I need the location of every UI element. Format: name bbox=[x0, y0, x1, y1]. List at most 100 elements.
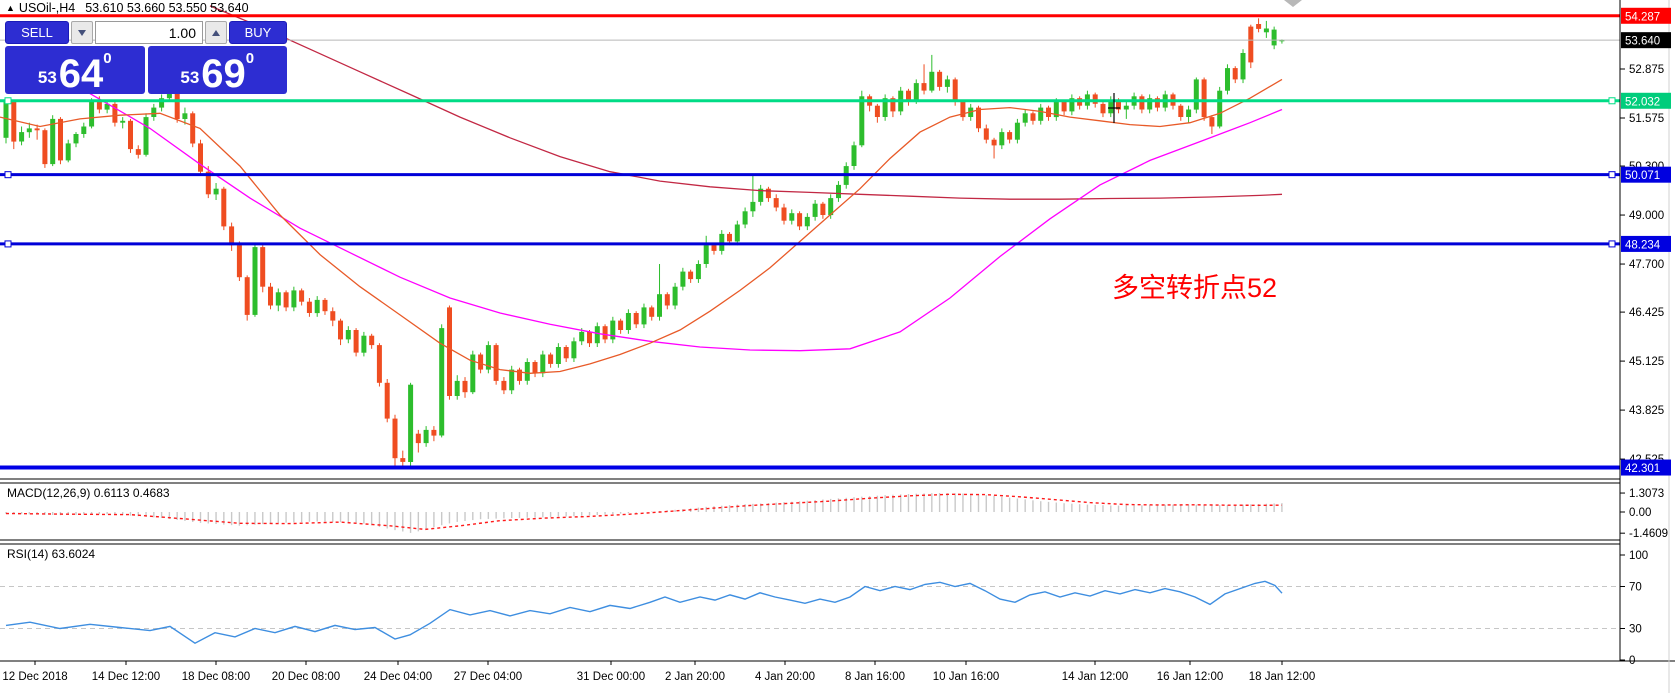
candle bbox=[649, 307, 655, 317]
price-badge bbox=[1621, 459, 1671, 476]
time-axis-label: 18 Dec 08:00 bbox=[182, 671, 250, 683]
candle bbox=[1147, 98, 1153, 110]
candle bbox=[890, 98, 896, 112]
volume-increase-button[interactable] bbox=[205, 21, 227, 44]
candle bbox=[166, 90, 172, 99]
candle bbox=[182, 113, 188, 119]
hline-drag-handle[interactable] bbox=[1608, 240, 1616, 248]
chevron-up-icon bbox=[212, 29, 220, 36]
candle bbox=[804, 216, 810, 227]
hline-drag-handle[interactable] bbox=[1608, 97, 1616, 105]
candle bbox=[19, 132, 25, 142]
candle bbox=[695, 264, 701, 280]
candle bbox=[236, 245, 242, 278]
candle bbox=[353, 330, 359, 353]
candle bbox=[415, 433, 421, 444]
hline-drag-handle[interactable] bbox=[4, 97, 12, 105]
candle bbox=[703, 245, 709, 264]
candle bbox=[1263, 28, 1269, 33]
buy-price-panel[interactable]: 53 69 0 bbox=[147, 46, 287, 94]
candle bbox=[1201, 79, 1207, 118]
price-axis-label: 46.425 bbox=[1629, 307, 1664, 319]
hline-drag-handle[interactable] bbox=[1608, 171, 1616, 179]
candle bbox=[913, 83, 919, 101]
candle bbox=[392, 418, 398, 459]
buy-button[interactable]: BUY bbox=[229, 21, 287, 44]
candle bbox=[369, 335, 375, 346]
candle bbox=[1271, 29, 1277, 46]
ma-slow-line bbox=[209, 5, 1283, 200]
candle bbox=[1116, 100, 1121, 110]
candle bbox=[42, 130, 48, 165]
candle bbox=[485, 345, 491, 370]
candle bbox=[765, 188, 771, 199]
candle bbox=[1240, 53, 1246, 80]
sell-price-sup: 0 bbox=[103, 50, 112, 67]
candle bbox=[579, 331, 585, 342]
price-badge bbox=[1621, 32, 1671, 49]
candle bbox=[820, 203, 826, 215]
candle bbox=[680, 271, 686, 287]
symbol-marker-icon: ▲ bbox=[6, 3, 15, 13]
one-click-trade-widget: SELL BUY 53 64 0 53 69 0 bbox=[5, 21, 287, 94]
price-axis-label: 47.700 bbox=[1629, 259, 1664, 271]
candle bbox=[976, 107, 981, 129]
price-badge-label: 54.287 bbox=[1625, 11, 1660, 23]
candle bbox=[983, 128, 989, 140]
rsi-axis-label: 30 bbox=[1629, 624, 1642, 636]
candle bbox=[937, 71, 943, 87]
candle bbox=[773, 198, 779, 208]
time-axis-label: 10 Jan 16:00 bbox=[933, 671, 1000, 683]
time-axis-label: 14 Jan 12:00 bbox=[1062, 671, 1129, 683]
time-axis-label: 31 Dec 00:00 bbox=[577, 671, 645, 683]
candle bbox=[750, 201, 756, 212]
candle bbox=[120, 120, 126, 123]
candle bbox=[906, 90, 911, 101]
candle bbox=[618, 320, 624, 330]
candle bbox=[960, 102, 966, 118]
candle bbox=[571, 341, 577, 359]
hline-drag-handle[interactable] bbox=[4, 171, 12, 179]
candle bbox=[275, 292, 281, 306]
candle bbox=[439, 328, 445, 436]
price-axis-label: 45.125 bbox=[1629, 356, 1664, 368]
candle bbox=[1178, 105, 1184, 117]
sell-button[interactable]: SELL bbox=[5, 21, 69, 44]
candle bbox=[952, 79, 958, 102]
candle bbox=[73, 134, 79, 144]
candle bbox=[797, 213, 803, 227]
hline-drag-handle[interactable] bbox=[4, 240, 12, 248]
rsi-axis-label: 0 bbox=[1629, 655, 1635, 667]
candle bbox=[478, 354, 484, 370]
candle bbox=[431, 429, 437, 436]
price-badge-label: 42.301 bbox=[1625, 463, 1660, 475]
symbol-name: USOil-,H4 bbox=[18, 1, 76, 15]
ma-mid-line bbox=[84, 90, 1283, 352]
candle bbox=[921, 83, 927, 91]
candle bbox=[213, 188, 219, 195]
candle bbox=[1209, 117, 1215, 127]
candle bbox=[330, 311, 336, 321]
candle bbox=[501, 380, 507, 391]
time-axis-label: 20 Dec 08:00 bbox=[272, 671, 340, 683]
candle bbox=[104, 103, 110, 110]
candle bbox=[1061, 102, 1067, 112]
candle bbox=[314, 299, 320, 314]
candle bbox=[1248, 26, 1254, 63]
time-axis-label: 14 Dec 12:00 bbox=[92, 671, 160, 683]
candle bbox=[376, 345, 382, 383]
candle bbox=[89, 100, 95, 127]
candle bbox=[540, 354, 546, 374]
volume-input[interactable] bbox=[95, 21, 203, 44]
sell-price-panel[interactable]: 53 64 0 bbox=[5, 46, 145, 94]
candle bbox=[509, 369, 515, 391]
candle bbox=[135, 149, 141, 155]
chevron-down-icon bbox=[78, 29, 86, 36]
volume-decrease-button[interactable] bbox=[71, 21, 93, 44]
candle bbox=[58, 118, 63, 161]
candle bbox=[944, 79, 950, 87]
candle bbox=[532, 362, 538, 374]
candle bbox=[641, 307, 647, 325]
